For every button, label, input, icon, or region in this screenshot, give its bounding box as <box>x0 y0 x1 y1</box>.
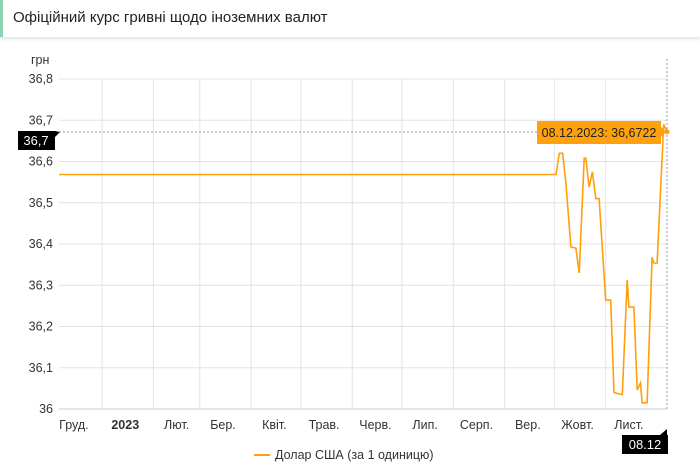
crosshair-y-label-pointer <box>55 131 60 137</box>
legend-label: Долар США (за 1 одиницю) <box>275 448 434 462</box>
x-tick-label: Лист. <box>614 418 643 432</box>
y-tick-label: 36,8 <box>29 72 53 86</box>
tooltip-box <box>537 121 661 144</box>
crosshair-x-label: 08.12 <box>629 437 662 452</box>
x-tick-label: Лют. <box>164 418 189 432</box>
crosshair-x-label-box <box>622 435 668 454</box>
tooltip-text: 08.12.2023: 36,6722 <box>542 126 657 140</box>
x-tick-label: Лип. <box>412 418 437 432</box>
y-tick-label: 36,6 <box>29 155 53 169</box>
page-header: Офіційний курс гривні щодо іноземних вал… <box>0 0 700 37</box>
page-title: Офіційний курс гривні щодо іноземних вал… <box>13 9 328 26</box>
x-tick-label: Трав. <box>309 418 340 432</box>
x-tick-label: Бер. <box>210 418 236 432</box>
y-tick-label: 36,3 <box>29 278 53 292</box>
y-tick-label: 36,1 <box>29 361 53 375</box>
tooltip-pointer <box>661 127 666 137</box>
y-tick-label: 36,4 <box>29 237 53 251</box>
x-tick-label: Груд. <box>59 418 88 432</box>
x-tick-label: 2023 <box>111 418 139 432</box>
y-tick-label: 36,2 <box>29 320 53 334</box>
crosshair-x-label-pointer <box>660 429 667 435</box>
x-tick-label: Вер. <box>515 418 541 432</box>
y-tick-label: 36 <box>39 402 53 416</box>
x-tick-label: Жовт. <box>561 418 594 432</box>
series-line-usd[interactable] <box>59 124 668 404</box>
data-point-marker <box>664 129 670 135</box>
crosshair-y-label: 36,7 <box>23 133 48 148</box>
legend[interactable]: Долар США (за 1 одиницю) <box>254 448 434 462</box>
x-tick-label: Квіт. <box>262 418 287 432</box>
crosshair-y-label-box <box>18 131 55 150</box>
y-tick-label: 36,5 <box>29 196 53 210</box>
x-tick-label: Черв. <box>359 418 391 432</box>
y-axis-label: грн <box>31 53 50 67</box>
x-tick-label: Серп. <box>460 418 493 432</box>
y-tick-label: 36,7 <box>29 113 53 127</box>
